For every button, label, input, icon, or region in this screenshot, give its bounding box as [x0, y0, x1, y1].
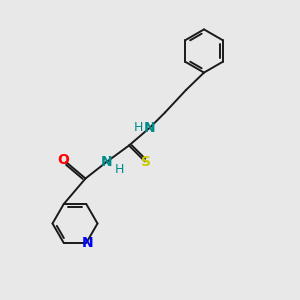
Text: N: N	[101, 155, 112, 169]
Text: N: N	[82, 236, 94, 250]
Text: S: S	[140, 155, 151, 169]
Text: O: O	[57, 154, 69, 167]
Text: H: H	[114, 163, 124, 176]
Text: N: N	[144, 121, 156, 134]
Text: H: H	[134, 121, 143, 134]
